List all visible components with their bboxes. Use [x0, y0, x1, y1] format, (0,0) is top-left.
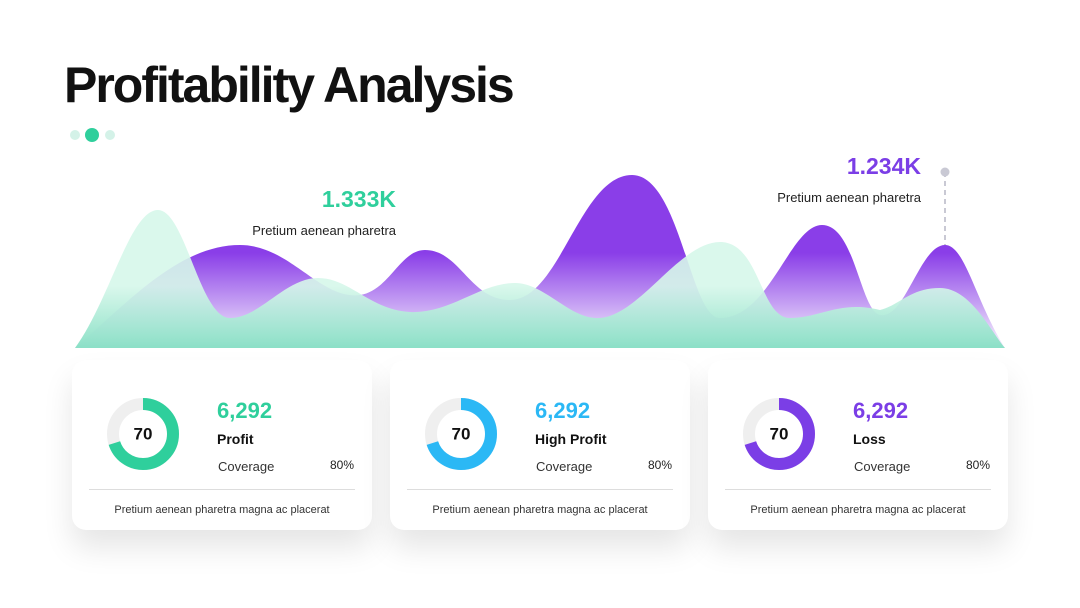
- metric-value: 80%: [965, 458, 990, 472]
- title: Profitability Analysis: [64, 57, 515, 113]
- card: 70 6,292 Profit Coverage 80% Pretium aenean p…: [72, 360, 372, 530]
- divider: [407, 489, 673, 490]
- callout-text: Pretium aenean pharetra: [777, 190, 921, 205]
- divider: [725, 489, 991, 490]
- callout-value: 1.234K: [846, 153, 921, 179]
- dot: [70, 130, 80, 140]
- metric-label: Coverage: [536, 459, 593, 474]
- divider: [89, 489, 355, 490]
- donut: 70: [107, 398, 179, 470]
- donut-arc: [425, 398, 497, 470]
- card-value: 6,292: [217, 398, 273, 423]
- metric-label: Coverage: [854, 459, 911, 474]
- donut-arc: [743, 398, 815, 470]
- wave-art: [70, 128, 1005, 348]
- donut: 70: [743, 398, 815, 470]
- card-footer: Pretium aenean pharetra magna ac placera…: [114, 504, 330, 516]
- card: 70 6,292 Loss Coverage 80% Pretium aenean pha…: [708, 360, 1008, 530]
- donut-label: 70: [134, 424, 153, 443]
- pointer-dot: [940, 167, 950, 177]
- card-value: 6,292: [853, 398, 909, 423]
- dot: [85, 128, 99, 142]
- green-wave: [75, 210, 1005, 348]
- card-label: High Profit: [535, 431, 607, 447]
- card-label: Profit: [217, 431, 254, 447]
- metric-value: 80%: [329, 458, 354, 472]
- card-value: 6,292: [535, 398, 591, 423]
- donut-arc: [107, 398, 179, 470]
- metric-value: 80%: [647, 458, 672, 472]
- callout-value: 1.333K: [321, 186, 396, 212]
- donut-label: 70: [452, 424, 471, 443]
- metric-label: Coverage: [218, 459, 275, 474]
- donut-label: 70: [770, 424, 789, 443]
- card-footer: Pretium aenean pharetra magna ac placera…: [750, 504, 966, 516]
- dot: [105, 130, 115, 140]
- card-footer: Pretium aenean pharetra magna ac placera…: [432, 504, 648, 516]
- card: 70 6,292 High Profit Coverage 80% Pretium aen…: [390, 360, 690, 530]
- card-label: Loss: [853, 431, 886, 447]
- donut: 70: [425, 398, 497, 470]
- callout-text: Pretium aenean pharetra: [252, 223, 396, 238]
